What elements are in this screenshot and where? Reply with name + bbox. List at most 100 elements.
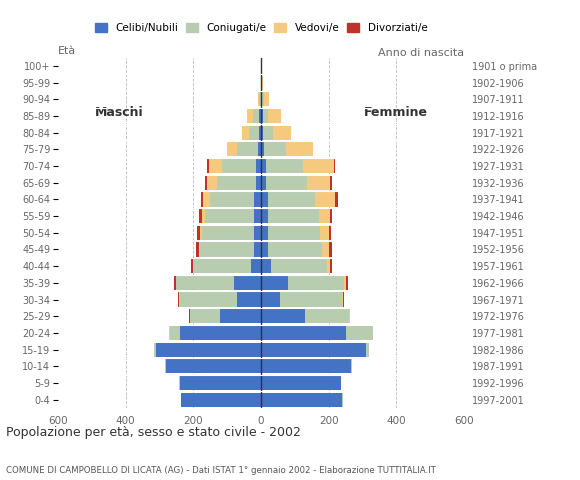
Text: Anno di nascita: Anno di nascita (378, 48, 464, 58)
Bar (268, 209, 318, 223)
Bar (340, 376, 341, 390)
Bar (288, 276, 344, 290)
Bar (169, 326, 180, 340)
Bar (261, 343, 366, 357)
Bar (258, 92, 259, 107)
Bar (261, 209, 268, 223)
Bar (199, 242, 200, 257)
Bar (201, 192, 204, 206)
Bar (334, 159, 335, 173)
Bar (199, 209, 202, 223)
Bar (178, 292, 179, 307)
Bar (268, 192, 315, 206)
Bar (209, 159, 222, 173)
Bar (261, 159, 266, 173)
Bar (256, 159, 261, 173)
Bar (205, 176, 207, 190)
Bar (329, 242, 332, 257)
Bar (261, 376, 340, 390)
Bar (200, 242, 254, 257)
Bar (327, 259, 331, 273)
Bar (261, 292, 280, 307)
Bar (254, 242, 261, 257)
Bar (259, 126, 261, 140)
Bar (261, 192, 268, 206)
Bar (176, 276, 234, 290)
Bar (222, 159, 256, 173)
Bar (165, 359, 166, 373)
Bar (261, 393, 342, 407)
Bar (351, 359, 353, 373)
Text: Maschi: Maschi (95, 106, 143, 119)
Bar (307, 176, 331, 190)
Bar (305, 309, 349, 324)
Bar (207, 159, 209, 173)
Bar (242, 126, 249, 140)
Bar (343, 292, 345, 307)
Bar (261, 92, 262, 107)
Bar (261, 75, 262, 90)
Bar (179, 376, 180, 390)
Bar (154, 343, 156, 357)
Bar (182, 393, 261, 407)
Bar (271, 259, 327, 273)
Text: Femmine: Femmine (364, 106, 427, 119)
Bar (180, 292, 237, 307)
Bar (261, 142, 264, 156)
Bar (261, 109, 263, 123)
Text: COMUNE DI CAMPOBELLO DI LICATA (AG) - Dati ISTAT 1° gennaio 2002 - Elaborazione : COMUNE DI CAMPOBELLO DI LICATA (AG) - Da… (6, 466, 436, 475)
Bar (254, 226, 261, 240)
Bar (193, 259, 251, 273)
Bar (263, 109, 268, 123)
Bar (174, 276, 176, 290)
Bar (220, 309, 261, 324)
Bar (227, 142, 237, 156)
Bar (331, 259, 332, 273)
Bar (200, 226, 202, 240)
Bar (261, 226, 268, 240)
Bar (346, 276, 348, 290)
Bar (261, 326, 346, 340)
Bar (251, 259, 261, 273)
Bar (344, 276, 346, 290)
Bar (342, 393, 343, 407)
Bar (180, 376, 261, 390)
Bar (261, 276, 288, 290)
Bar (266, 159, 303, 173)
Bar (287, 142, 313, 156)
Bar (346, 326, 373, 340)
Bar (331, 176, 332, 190)
Bar (266, 176, 307, 190)
Bar (315, 192, 335, 206)
Bar (258, 142, 261, 156)
Text: Età: Età (58, 46, 76, 56)
Bar (191, 259, 193, 273)
Bar (180, 326, 261, 340)
Bar (262, 75, 263, 90)
Bar (322, 242, 329, 257)
Bar (349, 309, 350, 324)
Bar (248, 109, 252, 123)
Bar (156, 343, 261, 357)
Bar (261, 259, 271, 273)
Bar (303, 159, 334, 173)
Bar (268, 109, 281, 123)
Bar (166, 359, 261, 373)
Bar (261, 359, 351, 373)
Bar (207, 176, 217, 190)
Bar (217, 176, 256, 190)
Bar (261, 126, 263, 140)
Bar (320, 226, 329, 240)
Bar (249, 126, 259, 140)
Bar (189, 309, 190, 324)
Bar (234, 276, 261, 290)
Bar (181, 393, 182, 407)
Bar (202, 209, 205, 223)
Bar (262, 92, 264, 107)
Bar (263, 126, 273, 140)
Bar (254, 192, 261, 206)
Bar (264, 92, 270, 107)
Bar (259, 92, 261, 107)
Legend: Celibi/Nubili, Coniugati/e, Vedovi/e, Divorziati/e: Celibi/Nubili, Coniugati/e, Vedovi/e, Di… (93, 21, 429, 35)
Bar (204, 192, 210, 206)
